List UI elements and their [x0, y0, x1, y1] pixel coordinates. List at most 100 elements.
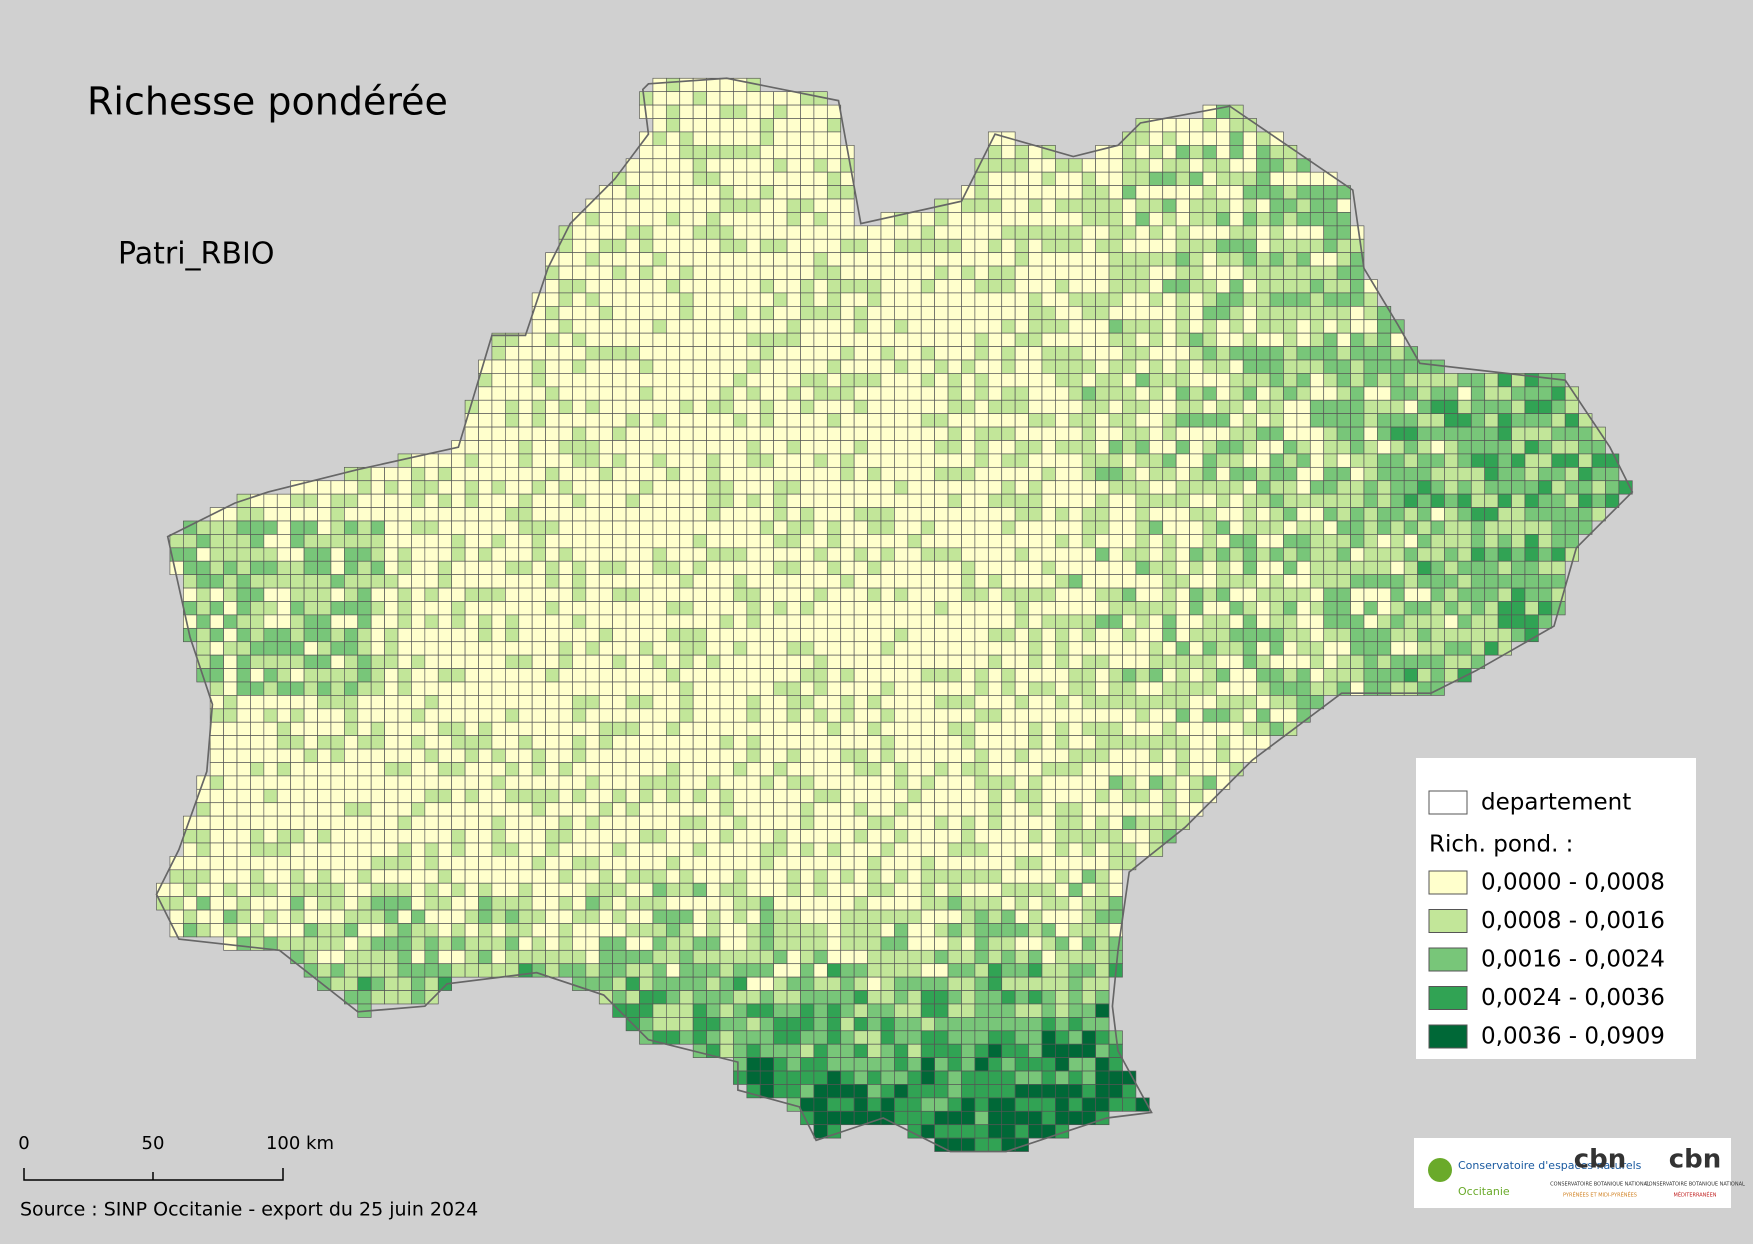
grid-cell — [572, 923, 587, 938]
grid-cell — [867, 829, 882, 844]
grid-cell — [1041, 373, 1056, 388]
grid-cell — [330, 520, 345, 535]
grid-cell — [612, 695, 627, 710]
grid-cell — [290, 762, 305, 777]
grid-cell — [1068, 802, 1083, 817]
grid-cell — [1081, 815, 1096, 830]
grid-cell — [1095, 936, 1110, 951]
grid-cell — [706, 976, 721, 991]
grid-cell — [1135, 587, 1150, 602]
grid-cell — [1497, 534, 1512, 549]
grid-cell — [585, 480, 600, 495]
grid-cell — [1323, 534, 1338, 549]
grid-cell — [773, 158, 788, 173]
grid-cell — [491, 520, 506, 535]
grid-cell — [826, 681, 842, 696]
grid-cell — [1242, 627, 1257, 643]
grid-cell — [840, 346, 855, 361]
grid-cell — [1229, 359, 1244, 374]
grid-cell — [692, 91, 707, 106]
grid-cell — [1014, 466, 1029, 482]
grid-cell — [1041, 788, 1056, 804]
grid-cell — [1122, 802, 1137, 817]
grid-cell — [545, 896, 560, 911]
grid-cell — [679, 614, 694, 629]
grid-cell — [1081, 923, 1096, 938]
grid-cell — [1242, 212, 1257, 227]
grid-cell — [276, 856, 292, 871]
grid-cell — [384, 896, 399, 911]
grid-cell — [1001, 279, 1016, 294]
grid-cell — [813, 131, 828, 146]
grid-cell — [1028, 748, 1043, 763]
grid-cell — [1068, 641, 1083, 656]
grid-cell — [880, 614, 895, 629]
grid-cell — [1242, 587, 1257, 602]
grid-cell — [1135, 198, 1150, 213]
grid-cell — [612, 909, 627, 924]
grid-cell — [947, 520, 962, 535]
grid-cell — [303, 520, 318, 535]
grid-cell — [598, 534, 613, 549]
grid-cell — [826, 560, 842, 575]
grid-cell — [679, 654, 694, 669]
grid-cell — [397, 882, 412, 897]
grid-cell — [303, 695, 318, 710]
grid-cell — [236, 654, 251, 669]
grid-cell — [1417, 426, 1432, 441]
grid-cell — [1055, 909, 1070, 924]
grid-cell — [813, 601, 828, 616]
grid-cell — [209, 802, 224, 817]
grid-cell — [1269, 373, 1284, 388]
grid-cell — [1068, 520, 1083, 535]
grid-cell — [987, 815, 1003, 830]
grid-cell — [706, 91, 721, 106]
grid-cell — [974, 695, 989, 710]
grid-cell — [1175, 775, 1190, 790]
grid-cell — [719, 560, 734, 575]
grid-cell — [1511, 493, 1526, 508]
grid-cell — [1014, 332, 1029, 347]
grid-cell — [1457, 507, 1472, 522]
grid-cell — [1068, 976, 1083, 991]
grid-cell — [1095, 641, 1110, 656]
grid-cell — [1269, 359, 1284, 374]
grid-cell — [786, 292, 801, 307]
grid-cell — [370, 923, 385, 938]
grid-cell — [1122, 386, 1137, 401]
grid-cell — [598, 829, 613, 844]
grid-cell — [1055, 802, 1070, 817]
grid-cell — [344, 493, 359, 508]
grid-cell — [746, 359, 761, 374]
grid-cell — [1162, 802, 1177, 817]
grid-cell — [223, 909, 238, 924]
grid-cell — [867, 587, 882, 602]
grid-cell — [1001, 332, 1016, 347]
grid-cell — [1068, 332, 1083, 347]
grid-cell — [1309, 480, 1325, 495]
grid-cell — [478, 440, 493, 455]
grid-cell — [1363, 654, 1378, 669]
grid-cell — [773, 104, 788, 119]
grid-cell — [1242, 668, 1257, 683]
grid-cell — [1336, 574, 1351, 589]
grid-cell — [1095, 480, 1110, 495]
grid-cell — [1283, 601, 1298, 616]
grid-cell — [1457, 399, 1472, 414]
grid-cell — [1028, 185, 1043, 200]
grid-cell — [1014, 279, 1029, 294]
grid-cell — [1470, 466, 1486, 482]
grid-cell — [1162, 265, 1177, 280]
grid-cell — [1001, 681, 1016, 696]
grid-cell — [344, 909, 359, 924]
grid-cell — [733, 238, 748, 254]
grid-cell — [1189, 466, 1204, 482]
grid-cell — [800, 923, 815, 938]
grid-cell — [1135, 668, 1150, 683]
grid-cell — [209, 654, 224, 669]
grid-cell — [826, 963, 842, 978]
grid-cell — [330, 829, 345, 844]
grid-cell — [1269, 560, 1284, 575]
grid-cell — [920, 963, 935, 978]
grid-cell — [1256, 171, 1271, 186]
